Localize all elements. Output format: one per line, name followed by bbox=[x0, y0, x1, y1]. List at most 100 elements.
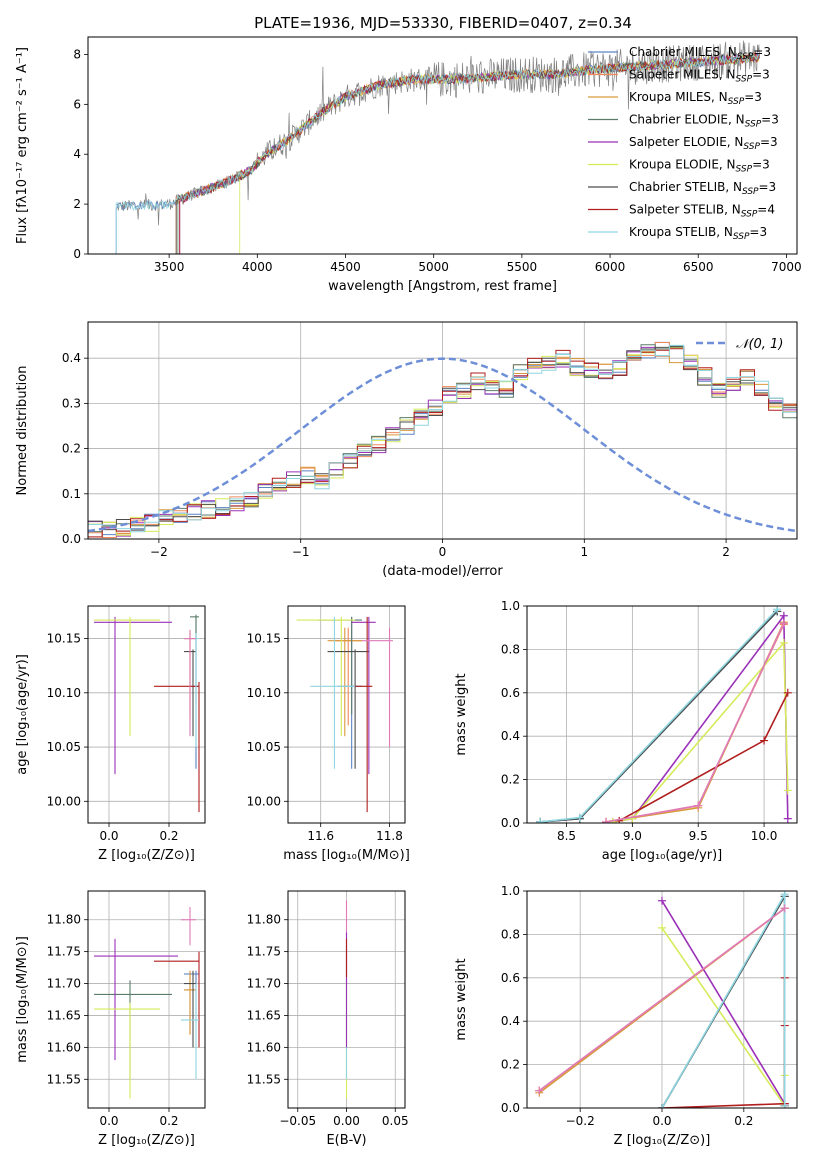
residuals-ytick-label: 0.0 bbox=[62, 532, 81, 546]
mass-weight-vs-age-marker bbox=[773, 606, 782, 614]
residuals-panel: −2 −1 0 1 2 0.0 0.1 0.2 0.3 0.4 (data-model)/error… bbox=[15, 321, 798, 579]
age-vs-z-ytick-label: 10.00 bbox=[47, 794, 81, 808]
mass-weight-vs-z-marker bbox=[780, 1101, 789, 1108]
mass-weight-vs-z-marker bbox=[658, 923, 666, 932]
age-vs-mass-ytick-label: 10.10 bbox=[247, 686, 281, 700]
age-vs-z-ytick-label: 10.15 bbox=[47, 632, 81, 646]
residual-histogram-8 bbox=[88, 344, 797, 533]
figure-title: PLATE=1936, MJD=53330, FIBERID=0407, z=0… bbox=[254, 14, 632, 32]
mass-vs-z-plot-area bbox=[88, 891, 205, 1108]
mass-vs-z-ylabel: mass [log₁₀(M/M⊙)] bbox=[15, 936, 30, 1063]
mass-weight-vs-z-marker bbox=[780, 904, 789, 913]
residuals-plot-area bbox=[88, 322, 797, 539]
mass-weight-vs-age-marker bbox=[694, 801, 703, 810]
mass-vs-z-xtick-label: 0.2 bbox=[159, 1114, 178, 1128]
age-vs-z-ytick-label: 10.05 bbox=[47, 740, 81, 754]
mass-weight-vs-age-xtick-label: 9.0 bbox=[623, 829, 642, 843]
spectrum-model-line-8 bbox=[115, 52, 760, 254]
mass-weight-vs-age-marker bbox=[628, 814, 637, 823]
age-vs-mass-ytick-label: 10.15 bbox=[247, 632, 281, 646]
mass-vs-z-ytick-label: 11.70 bbox=[47, 977, 81, 991]
mass-weight-vs-z-ytick-label: 0.2 bbox=[501, 1058, 520, 1072]
mass-weight-vs-age-marker bbox=[783, 688, 792, 697]
residuals-ytick-label: 0.3 bbox=[62, 396, 81, 410]
mass-vs-ebv-ytick-label: 11.60 bbox=[247, 1040, 281, 1054]
spectrum-xtick-label: 3500 bbox=[154, 260, 185, 274]
mass-weight-vs-age-ytick-label: 0.6 bbox=[501, 686, 520, 700]
mass-weight-vs-z-marker bbox=[658, 896, 666, 905]
mass-weight-vs-age-ytick-label: 0.4 bbox=[501, 729, 520, 743]
spectrum-panel: 3500 4000 4500 5000 5500 6000 6500 7000 0 2 4 6 8 wav… bbox=[15, 36, 802, 294]
residual-histogram-6 bbox=[88, 346, 797, 531]
mass-vs-ebv-ytick-label: 11.65 bbox=[247, 1008, 281, 1022]
mass-weight-vs-z-xtick-label: 0.2 bbox=[734, 1114, 753, 1128]
residuals-ytick-label: 0.2 bbox=[62, 442, 81, 456]
spectrum-legend-entry: Kroupa STELIB, NSSP=3 bbox=[629, 225, 767, 242]
spectrum-legend-entry: Chabrier STELIB, NSSP=3 bbox=[629, 180, 776, 197]
age-vs-z-xtick-label: 0.2 bbox=[159, 829, 178, 843]
residuals-ytick-label: 0.4 bbox=[62, 351, 81, 365]
mass-weight-vs-age-ytick-label: 0.0 bbox=[501, 816, 520, 830]
mass-weight-vs-age-ytick-label: 1.0 bbox=[501, 599, 520, 613]
mass-weight-vs-z-ytick-label: 1.0 bbox=[501, 884, 520, 898]
age-vs-mass-ytick-label: 10.00 bbox=[247, 794, 281, 808]
age-vs-mass-xlabel: mass [log₁₀(M/M⊙)] bbox=[283, 848, 410, 863]
mass-weight-vs-z-marker bbox=[535, 1086, 544, 1095]
residuals-xtick-label: 1 bbox=[580, 545, 588, 559]
mass-weight-vs-z-ytick-label: 0.4 bbox=[501, 1014, 520, 1028]
mass-vs-ebv-ytick-label: 11.80 bbox=[247, 913, 281, 927]
spectrum-xtick-label: 4500 bbox=[330, 260, 361, 274]
mass-weight-vs-z-ytick-label: 0.6 bbox=[501, 971, 520, 985]
mass-weight-vs-age-marker bbox=[779, 611, 788, 620]
spectrum-legend-entry: Chabrier MILES, NSSP=3 bbox=[629, 45, 771, 62]
mass-vs-ebv-xtick-label: −0.05 bbox=[279, 1114, 316, 1128]
gaussian-curve bbox=[88, 357, 797, 533]
mass-vs-z-panel: 0.0 0.2 11.55 11.60 11.65 11.70 11.75 11.80 Z [l… bbox=[15, 890, 206, 1148]
mass-vs-ebv-plot-area bbox=[288, 891, 405, 1108]
mass-vs-ebv-ytick-label: 11.75 bbox=[247, 945, 281, 959]
residuals-xtick-label: 0 bbox=[439, 545, 447, 559]
mass-weight-vs-age-xtick-label: 9.5 bbox=[689, 829, 708, 843]
mass-weight-vs-age-marker bbox=[779, 619, 788, 628]
spectrum-xtick-label: 6500 bbox=[683, 260, 714, 274]
mass-vs-ebv-xlabel: E(B-V) bbox=[326, 1133, 366, 1148]
mass-weight-vs-z-ytick-label: 0.8 bbox=[501, 927, 520, 941]
mass-vs-ebv-ytick-label: 11.55 bbox=[247, 1072, 281, 1086]
spectrum-legend-entry: Salpeter STELIB, NSSP=4 bbox=[629, 203, 775, 220]
age-vs-z-panel: 0.0 0.2 10.00 10.05 10.10 10.15 Z [log₁₀(Z/Z⊙)… bbox=[15, 605, 206, 863]
mass-weight-vs-age-marker bbox=[536, 817, 545, 823]
spectrum-legend-entry: Salpeter ELODIE, NSSP=3 bbox=[629, 135, 778, 152]
age-vs-mass-frame bbox=[287, 605, 406, 824]
gaussian-legend-label: 𝒩(0, 1) bbox=[736, 337, 783, 352]
spectrum-ytick-label: 2 bbox=[73, 197, 81, 211]
spectrum-ylabel: Flux [fλ10⁻¹⁷ erg cm⁻² s⁻¹ A⁻¹] bbox=[15, 47, 30, 244]
mass-weight-vs-age-xlabel: age [log₁₀(age/yr)] bbox=[602, 848, 723, 863]
mass-weight-vs-z-series-9 bbox=[538, 907, 786, 1092]
spectrum-xtick-label: 5500 bbox=[507, 260, 538, 274]
age-vs-mass-xtick-label: 11.8 bbox=[376, 829, 403, 843]
spectrum-ytick-label: 4 bbox=[73, 147, 81, 161]
mass-weight-vs-age-panel: 8.5 9.0 9.5 10.0 0.0 0.2 0.4 0.6 0.8 1.0 age [log₁… bbox=[454, 599, 798, 863]
mass-vs-z-ytick-label: 11.60 bbox=[47, 1040, 81, 1054]
mass-vs-ebv-xtick-label: 0.05 bbox=[382, 1114, 409, 1128]
mass-weight-vs-z-xtick-label: 0.0 bbox=[652, 1114, 671, 1128]
spectrum-xtick-label: 7000 bbox=[771, 260, 802, 274]
mass-vs-z-ytick-label: 11.80 bbox=[47, 913, 81, 927]
age-vs-mass-xtick-label: 11.6 bbox=[307, 829, 334, 843]
mass-weight-vs-age-ytick-label: 0.8 bbox=[501, 642, 520, 656]
mass-vs-ebv-xtick-label: 0.00 bbox=[333, 1114, 360, 1128]
mass-weight-vs-z-panel: −0.2 0.0 0.2 0.0 0.2 0.4 0.6 0.8 1.0 Z [log₁₀(Z/Z… bbox=[454, 884, 798, 1148]
mass-weight-vs-z-ytick-label: 0.0 bbox=[501, 1101, 520, 1115]
mass-vs-z-ytick-label: 11.65 bbox=[47, 1008, 81, 1022]
spectrum-plot-area bbox=[115, 40, 761, 254]
mass-weight-vs-age-frame bbox=[526, 605, 798, 824]
mass-vs-z-xlabel: Z [log₁₀(Z/Z⊙)] bbox=[98, 1133, 195, 1148]
spectrum-xlabel: wavelength [Angstrom, rest frame] bbox=[328, 279, 557, 294]
age-vs-z-ylabel: age [log₁₀(age/yr)] bbox=[15, 654, 30, 775]
mass-weight-vs-z-marker bbox=[780, 891, 789, 899]
age-vs-mass-ytick-label: 10.05 bbox=[247, 740, 281, 754]
mass-vs-z-ytick-label: 11.55 bbox=[47, 1072, 81, 1086]
mass-weight-vs-age-marker bbox=[602, 817, 611, 823]
spectrum-ytick-label: 6 bbox=[73, 97, 81, 111]
mass-weight-vs-z-ylabel: mass weight bbox=[454, 958, 469, 1040]
